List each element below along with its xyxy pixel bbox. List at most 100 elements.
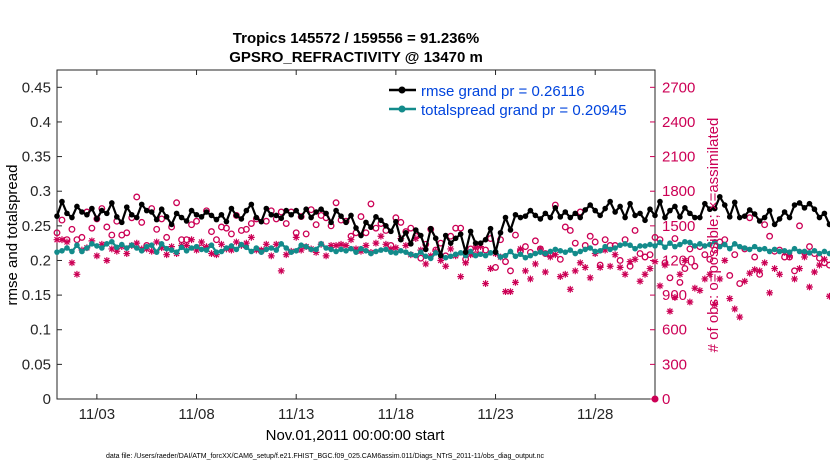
totalspread-point	[457, 250, 464, 256]
y-left-tick-label: 0.4	[30, 114, 51, 131]
obs-assimilated-point	[198, 238, 205, 246]
rmse-point	[183, 218, 190, 224]
obs-assimilated-point	[297, 246, 305, 254]
obs-assimilated-point	[382, 240, 390, 248]
obs-possible-point	[746, 214, 754, 222]
totalspread-point	[293, 247, 300, 254]
totalspread-point	[677, 241, 683, 248]
obs-assimilated-point	[721, 257, 729, 264]
totalspread-point	[114, 244, 120, 251]
totalspread-point	[94, 243, 100, 249]
obs-assimilated-point	[801, 253, 808, 261]
y-right-tick-label: 600	[662, 322, 687, 339]
totalspread-point	[128, 242, 135, 249]
totalspread-point	[348, 245, 354, 252]
obs-possible-point	[566, 227, 574, 234]
obs-possible-point	[457, 224, 465, 232]
totalspread-point	[288, 249, 295, 255]
totalspread-point	[716, 243, 723, 250]
obs-possible-point	[636, 250, 644, 257]
rmse-point	[118, 219, 125, 226]
rmse-point	[348, 212, 354, 219]
rmse-point	[123, 204, 130, 210]
obs-possible-point	[507, 267, 514, 275]
obs-possible-point	[531, 237, 539, 245]
y-right-tick-label: 2700	[662, 79, 695, 96]
totalspread-point	[422, 253, 429, 260]
rmse-point	[627, 200, 633, 207]
rmse-point	[597, 212, 603, 219]
totalspread-point	[657, 239, 663, 246]
rmse-point	[258, 218, 265, 225]
obs-possible-point	[312, 221, 320, 229]
y-left-tick-label: 0.45	[22, 79, 51, 96]
obs-possible-point	[367, 200, 375, 208]
y-axis-right-label: # of obs: o=possible; ×=assimilated	[705, 118, 722, 353]
obs-possible-point	[591, 238, 599, 246]
obs-assimilated-point	[596, 264, 604, 271]
totalspread-point	[592, 248, 598, 255]
obs-assimilated-point	[422, 260, 430, 268]
totalspread-point	[218, 248, 225, 255]
totalspread-point	[84, 245, 90, 251]
obs-possible-point	[103, 223, 111, 231]
obs-assimilated-point	[546, 253, 554, 261]
obs-assimilated-point	[636, 277, 644, 285]
rmse-point	[677, 214, 683, 220]
obs-assimilated-point	[661, 261, 669, 269]
totalspread-point	[243, 244, 250, 251]
totalspread-point	[627, 242, 633, 249]
x-tick-label: 11/08	[178, 406, 214, 423]
totalspread-point	[502, 252, 509, 259]
rmse-point	[707, 206, 713, 213]
totalspread-point	[587, 245, 594, 251]
obs-assimilated-point	[267, 252, 275, 260]
rmse-point	[303, 206, 309, 213]
chart-title-line-1: Tropics 145572 / 159556 = 91.236%	[233, 30, 479, 47]
obs-assimilated-point	[188, 236, 195, 244]
totalspread-point	[79, 248, 85, 255]
rmse-point	[408, 241, 414, 247]
rmse-point	[447, 240, 454, 246]
rmse-point	[208, 212, 215, 219]
totalspread-point	[766, 248, 773, 255]
obs-possible-point	[232, 212, 240, 219]
totalspread-point	[378, 247, 384, 253]
totalspread-point	[283, 245, 290, 251]
rmse-point	[482, 236, 489, 243]
rmse-point	[776, 216, 783, 222]
totalspread-point	[148, 242, 155, 249]
obs-assimilated-point	[522, 267, 529, 275]
obs-assimilated-point	[561, 270, 569, 278]
y-left-tick-label: 0.05	[22, 356, 51, 373]
totalspread-point	[682, 238, 688, 245]
totalspread-point	[697, 241, 703, 247]
rmse-point	[109, 200, 115, 206]
obs-possible-point	[227, 230, 235, 238]
obs-assimilated-point	[412, 235, 420, 242]
obs-possible-point	[686, 245, 694, 253]
totalspread-point	[413, 252, 419, 259]
obs-possible-point	[721, 236, 729, 244]
rmse-point	[816, 214, 823, 221]
obs-assimilated-point	[168, 243, 176, 251]
rmse-point	[213, 216, 220, 223]
rmse-point	[79, 209, 85, 215]
y-left-tick-label: 0.3	[30, 183, 51, 200]
rmse-point	[612, 209, 618, 215]
rmse-point	[133, 214, 140, 221]
totalspread-point	[64, 245, 70, 251]
obs-assimilated-point	[482, 280, 489, 287]
obs-possible-point	[78, 233, 86, 241]
obs-assimilated-point	[616, 264, 624, 271]
y-right-tick-label: 2100	[662, 149, 695, 166]
obs-assimilated-point	[462, 259, 470, 267]
rmse-point	[622, 214, 628, 221]
obs-assimilated-point	[153, 238, 161, 246]
rmse-point	[517, 214, 524, 221]
totalspread-point	[796, 248, 803, 255]
totalspread-point	[687, 239, 693, 246]
obs-possible-point	[357, 213, 365, 221]
totalspread-point	[417, 249, 424, 255]
